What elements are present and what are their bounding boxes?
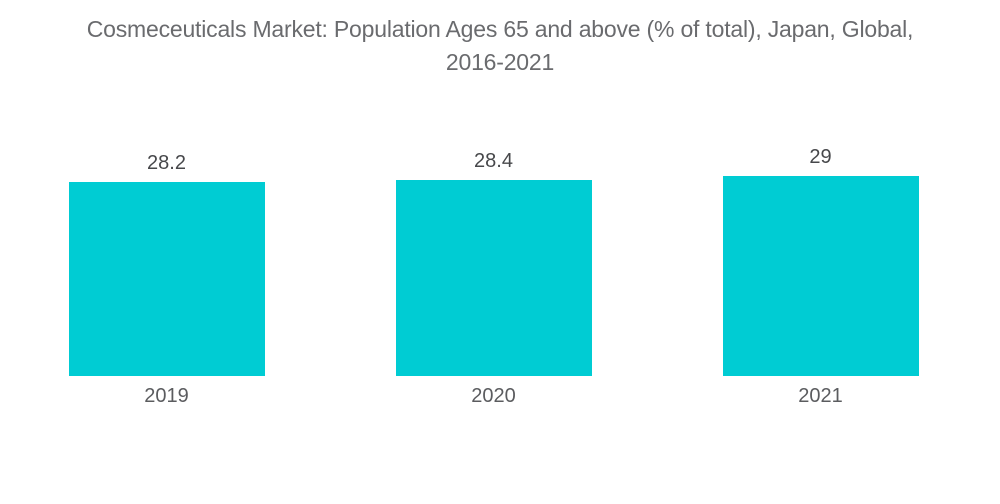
bar-group-2021: 29 — [657, 0, 984, 376]
bar-group-2019: 28.2 — [3, 0, 330, 376]
category-label-2021: 2021 — [798, 385, 843, 407]
bar-group-2020: 28.4 — [330, 0, 657, 376]
chart-title-line-2: 2016-2021 — [445, 49, 555, 75]
plot-area: 28.2 28.4 29 2019 2020 2021 — [3, 0, 984, 420]
bar-2019 — [68, 182, 265, 376]
chart-title: Cosmeceuticals Market: Population Ages 6… — [0, 13, 1000, 79]
bar-2021 — [722, 176, 919, 376]
value-label-2020: 28.4 — [474, 150, 513, 172]
chart-title-line-1: Cosmeceuticals Market: Population Ages 6… — [86, 16, 914, 42]
bar-2020 — [395, 180, 592, 376]
value-label-2019: 28.2 — [147, 152, 186, 174]
value-label-2021: 29 — [809, 146, 832, 168]
category-label-2019: 2019 — [144, 385, 189, 407]
category-label-2020: 2020 — [471, 385, 516, 407]
